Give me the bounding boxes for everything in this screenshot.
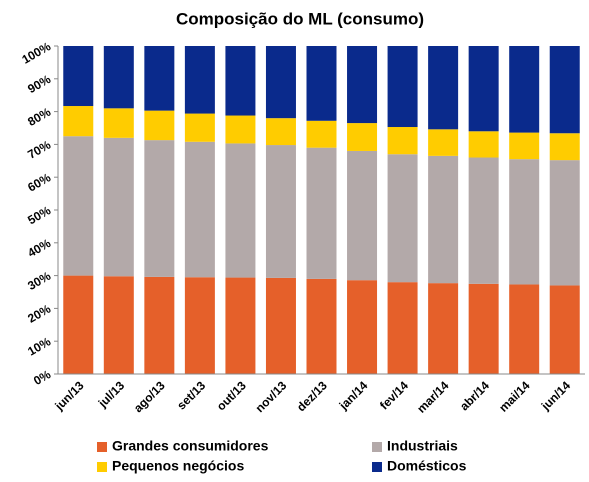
y-tick-label: 30% [25, 269, 53, 293]
bar-segment [509, 46, 540, 133]
x-tick-label: set/13 [174, 378, 208, 412]
bar-segment [468, 46, 499, 132]
y-tick-label: 40% [25, 236, 53, 260]
x-tick-label: out/13 [214, 378, 249, 413]
bar-segment [347, 46, 378, 124]
bar-segment [103, 276, 134, 374]
bar-segment [63, 275, 94, 374]
bar-segment [347, 150, 378, 281]
bar-segment [184, 113, 215, 142]
x-tick-label: jun/13 [51, 378, 86, 413]
legend-label: Domésticos [387, 458, 467, 474]
bar-segment [549, 160, 580, 286]
legend-label: Industriais [387, 438, 458, 454]
bar-segment [428, 129, 459, 156]
bar-segment [144, 276, 175, 374]
bar-segment [265, 46, 296, 119]
bar-segment [144, 46, 175, 111]
y-tick-label: 10% [25, 334, 53, 358]
legend-label: Grandes consumidores [112, 438, 269, 454]
y-tick-label: 100% [19, 39, 53, 67]
bar-segment [265, 118, 296, 146]
bar-segment [63, 106, 94, 137]
bar-segment [387, 127, 418, 155]
bar-segment [306, 147, 337, 279]
bar-segment [265, 277, 296, 374]
bar-segment [347, 280, 378, 374]
bar-segment [387, 282, 418, 374]
legend-swatch [97, 442, 107, 452]
bar-segment [387, 46, 418, 128]
bar-segment [468, 131, 499, 158]
bar-segment [428, 46, 459, 130]
bar-segment [306, 278, 337, 374]
bar-segment [306, 120, 337, 148]
x-tick-label: ago/13 [131, 378, 168, 415]
bar-segment [184, 46, 215, 114]
bar-segment [428, 155, 459, 284]
chart-title: Composição do ML (consumo) [176, 9, 424, 28]
y-tick-label: 20% [25, 301, 53, 325]
bar-segment [103, 108, 134, 138]
bar-segment [225, 115, 256, 144]
bar-segment [265, 145, 296, 278]
bar-segment [549, 46, 580, 134]
bar-segment [509, 284, 540, 374]
bar-segment [63, 136, 94, 276]
x-tick-label: jul/13 [95, 378, 128, 411]
x-tick-label: jun/14 [538, 378, 573, 413]
x-tick-label: mai/14 [496, 378, 533, 415]
bar-segment [468, 283, 499, 374]
x-tick-label: dez/13 [294, 378, 330, 414]
bar-segment [549, 133, 580, 161]
bar-segment [103, 137, 134, 277]
bar-segment [184, 141, 215, 278]
bar-segment [306, 46, 337, 121]
y-tick-label: 80% [25, 105, 53, 129]
y-tick-label: 60% [25, 170, 53, 194]
x-tick-label: abr/14 [457, 378, 492, 413]
bar-segment [387, 154, 418, 283]
bar-segment [144, 110, 175, 141]
bar-segment [225, 46, 256, 116]
y-tick-label: 90% [25, 72, 53, 96]
x-tick-label: mar/14 [414, 378, 451, 415]
x-tick-label: fev/14 [377, 378, 411, 412]
bar-segment [347, 123, 378, 151]
bar-segment [428, 283, 459, 374]
bar-segment [468, 157, 499, 284]
bar-segment [509, 159, 540, 285]
legend-swatch [97, 462, 107, 472]
y-tick-label: 0% [31, 367, 53, 388]
x-tick-label: jan/14 [336, 378, 371, 413]
y-tick-label: 50% [25, 203, 53, 227]
bar-segment [184, 277, 215, 374]
bar-segment [144, 140, 175, 277]
bar-segment [225, 277, 256, 374]
legend-swatch [372, 442, 382, 452]
legend-label: Pequenos negócios [112, 458, 244, 474]
x-tick-label: nov/13 [253, 378, 290, 415]
bar-segment [63, 46, 94, 107]
bar-segment [509, 132, 540, 160]
bar-segment [103, 46, 134, 109]
legend-swatch [372, 462, 382, 472]
bar-segment [225, 143, 256, 278]
y-tick-label: 70% [25, 137, 53, 161]
bar-segment [549, 285, 580, 374]
